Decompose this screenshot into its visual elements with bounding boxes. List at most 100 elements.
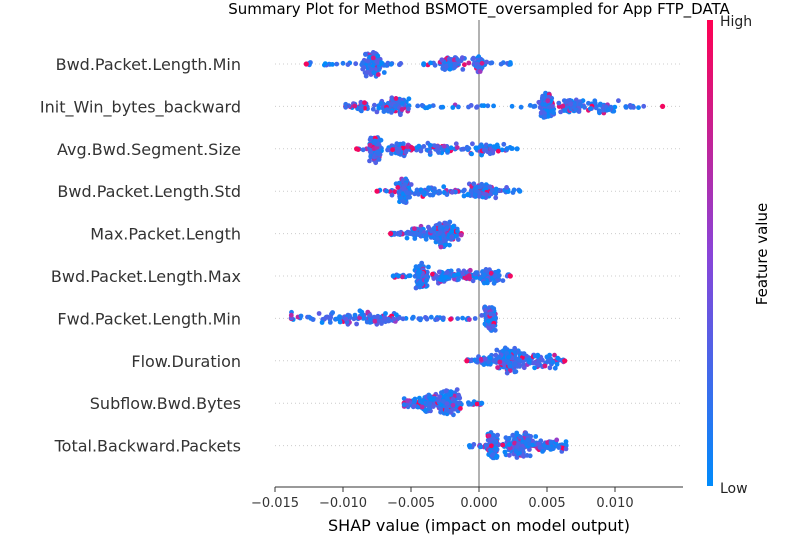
shap-point [430, 103, 436, 108]
shap-point [420, 190, 425, 196]
feature-points [388, 219, 464, 250]
shap-point [375, 60, 380, 65]
shap-point [500, 278, 506, 283]
shap-point [343, 316, 349, 322]
shap-point [389, 192, 395, 198]
shap-point [505, 189, 511, 195]
shap-point [497, 359, 503, 365]
shap-point [547, 365, 553, 371]
shap-point [606, 107, 611, 113]
shap-point [423, 315, 428, 320]
shap-point [410, 316, 415, 321]
shap-point [418, 148, 424, 154]
shap-point [409, 231, 415, 236]
shap-point [458, 232, 464, 238]
shap-point [417, 263, 422, 269]
shap-point [354, 146, 360, 152]
shap-point [363, 73, 369, 79]
shap-point [582, 105, 587, 110]
shap-point [460, 271, 465, 276]
shap-point [507, 61, 513, 67]
shap-point [558, 109, 563, 115]
shap-point [298, 313, 304, 319]
shap-point [370, 106, 376, 112]
shap-point [460, 315, 465, 321]
shap-point [477, 184, 483, 190]
shap-point [441, 315, 446, 321]
shap-point [412, 236, 418, 241]
shap-point [532, 103, 538, 109]
shap-point [449, 408, 455, 413]
shap-point [378, 137, 384, 143]
shap-point [427, 185, 432, 191]
shap-point [537, 445, 543, 450]
shap-point [371, 70, 377, 76]
shap-point [445, 148, 450, 154]
shap-point [473, 145, 479, 151]
shap-point [452, 61, 458, 67]
shap-point [424, 233, 429, 239]
x-tick-label: −0.005 [387, 496, 435, 511]
shap-point [385, 107, 391, 113]
shap-point [544, 354, 550, 360]
shap-point [555, 355, 561, 361]
shap-point [393, 96, 399, 101]
feature-label: Max.Packet.Length [90, 225, 241, 244]
shap-point [417, 232, 423, 237]
shap-point [563, 439, 569, 444]
shap-point [375, 53, 381, 59]
shap-point [563, 99, 569, 105]
shap-point [479, 60, 485, 66]
shap-point [488, 311, 494, 317]
shap-point [493, 186, 499, 192]
shap-point [493, 195, 499, 201]
shap-point [352, 103, 358, 109]
shap-point [456, 277, 461, 282]
shap-point [504, 146, 510, 151]
shap-point [442, 67, 448, 72]
shap-point [330, 310, 335, 315]
shap-point [316, 311, 322, 316]
shap-point [419, 103, 425, 108]
shap-point [400, 145, 406, 151]
shap-point [354, 321, 359, 327]
shap-point [402, 182, 408, 188]
shap-point [506, 442, 512, 447]
shap-point [365, 58, 371, 64]
shap-point [411, 403, 417, 409]
shap-point [592, 100, 598, 106]
shap-point [435, 144, 440, 149]
shap-point [475, 64, 481, 70]
shap-point [432, 62, 438, 68]
shap-point [437, 225, 443, 231]
shap-point [400, 274, 405, 280]
shap-point [545, 114, 551, 119]
colorbar-gradient [707, 20, 713, 486]
shap-point [441, 184, 447, 190]
shap-point [471, 181, 477, 187]
shap-point [439, 274, 445, 280]
shap-point [484, 442, 489, 448]
shap-point [472, 192, 478, 198]
shap-point [511, 187, 517, 193]
shap-point [486, 359, 491, 365]
shap-point [517, 357, 523, 363]
shap-point [399, 101, 405, 106]
shap-point [440, 398, 446, 404]
shap-point [370, 50, 376, 55]
shap-point [456, 272, 461, 277]
shap-point [449, 234, 455, 240]
shap-point [417, 284, 423, 290]
shap-point [493, 190, 498, 196]
shap-point [427, 104, 432, 109]
shap-point [523, 430, 529, 436]
shap-point [407, 273, 413, 279]
shap-point [448, 145, 454, 151]
shap-point [641, 103, 647, 109]
shap-point [504, 370, 510, 376]
feature-label: Bwd.Packet.Length.Min [56, 55, 241, 74]
shap-point [464, 144, 470, 150]
shap-point [418, 227, 424, 233]
shap-point [499, 147, 505, 153]
shap-point [368, 154, 374, 159]
